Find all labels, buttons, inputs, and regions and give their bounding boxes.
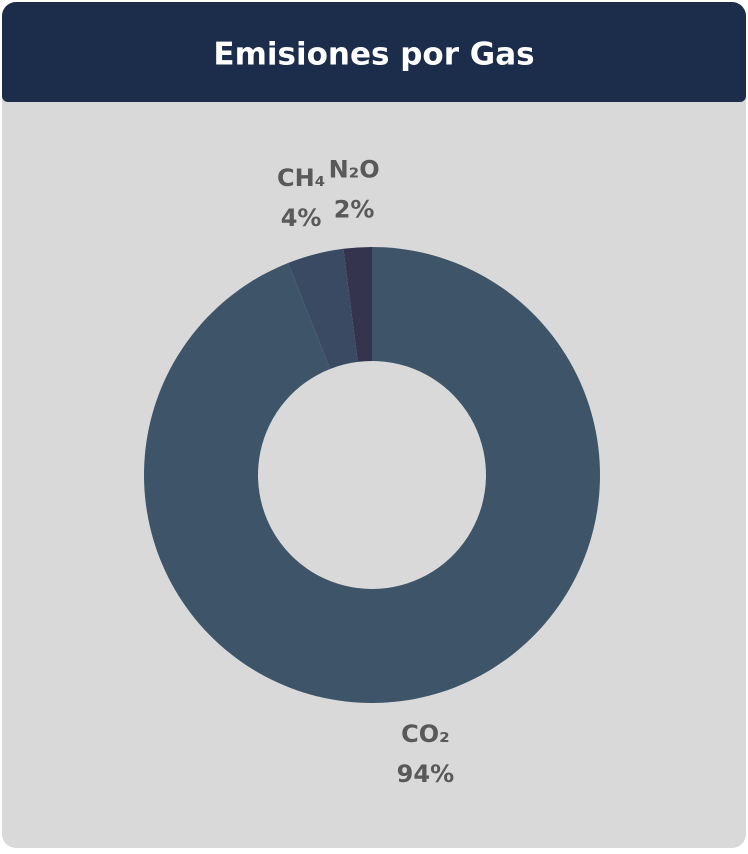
slice-percent: 4% xyxy=(281,204,322,232)
donut-slice xyxy=(343,247,372,362)
card-header xyxy=(2,2,746,102)
slice-name: N₂O xyxy=(329,156,380,184)
slice-name: CH₄ xyxy=(277,164,325,192)
slice-name: CO₂ xyxy=(401,720,450,748)
donut-slice xyxy=(288,248,358,370)
slice-percent: 2% xyxy=(334,196,375,224)
slice-percent: 94% xyxy=(397,760,454,788)
chart-title: Emisiones por Gas xyxy=(213,37,534,73)
donut-slice xyxy=(143,247,600,704)
